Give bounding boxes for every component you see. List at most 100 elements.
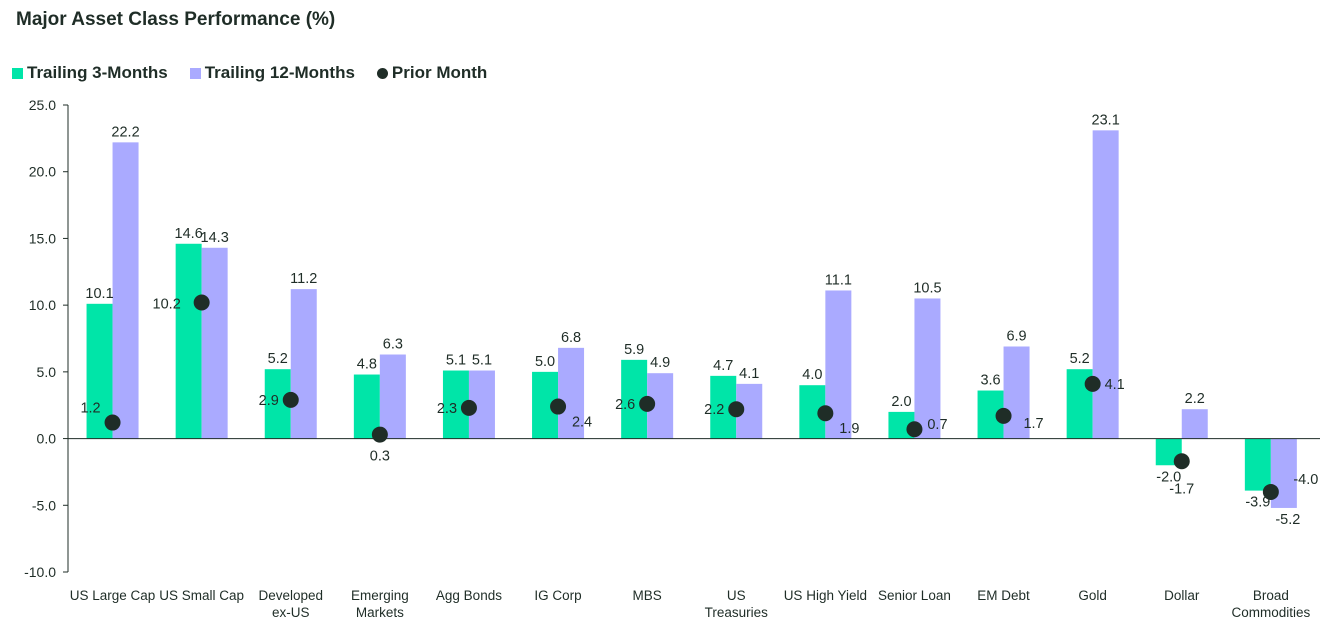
data-label-prior-month: -4.0	[1293, 472, 1318, 488]
bar-12m	[112, 142, 139, 439]
data-label-3m: 5.1	[446, 353, 466, 369]
prior-month-marker	[817, 405, 834, 422]
data-label-3m: 5.0	[535, 354, 555, 370]
y-tick-label: 10.0	[29, 297, 56, 313]
prior-month-marker	[1262, 483, 1279, 500]
category-label: Gold	[1078, 588, 1107, 603]
legend-marker-prior-month	[376, 67, 388, 79]
bar-3m	[1244, 438, 1271, 491]
data-label-3m: 4.8	[357, 357, 377, 373]
data-label-prior-month: 1.7	[1023, 416, 1043, 432]
prior-month-marker	[639, 395, 656, 412]
data-label-3m: 5.2	[268, 351, 288, 367]
data-label-prior-month: -1.7	[1169, 481, 1194, 497]
y-tick-label: 0.0	[37, 431, 57, 447]
category-label: Emerging	[351, 588, 409, 603]
category-label: Developed	[258, 588, 323, 603]
y-tick-label: -10.0	[24, 564, 56, 580]
category-label: EM Debt	[977, 588, 1030, 603]
data-label-prior-month: 0.7	[927, 417, 947, 433]
data-label-3m: -3.9	[1245, 495, 1270, 511]
category-label: Agg Bonds	[436, 588, 502, 603]
prior-month-marker	[995, 407, 1012, 424]
data-label-prior-month: 1.9	[839, 421, 859, 437]
data-label-prior-month: 2.9	[259, 393, 279, 409]
data-label-3m: 4.7	[713, 358, 733, 374]
data-label-3m: 2.0	[891, 394, 911, 410]
data-label-3m: 4.0	[802, 367, 822, 383]
data-label-12m: 11.1	[825, 272, 852, 288]
legend-swatch-3m	[12, 67, 23, 79]
data-label-12m: 14.3	[201, 230, 229, 246]
prior-month-marker	[104, 414, 121, 431]
prior-month-marker	[371, 426, 388, 443]
data-label-12m: 11.2	[290, 271, 317, 287]
category-label: US	[727, 588, 746, 603]
data-label-prior-month: 2.4	[572, 415, 592, 431]
category-label: Broad	[1253, 588, 1289, 603]
data-label-prior-month: 2.2	[704, 402, 724, 418]
prior-month-marker	[1173, 453, 1190, 470]
legend-swatch-12m	[189, 67, 201, 79]
data-label-prior-month: 2.6	[615, 397, 635, 413]
data-label-12m: 10.5	[913, 280, 941, 296]
bar-12m	[1181, 409, 1208, 439]
data-label-3m: 5.2	[1070, 351, 1090, 367]
bar-12m	[558, 347, 585, 439]
y-tick-label: -5.0	[32, 497, 56, 513]
data-label-12m: 5.1	[472, 353, 492, 369]
bar-12m	[290, 289, 317, 439]
category-label: Commodities	[1231, 605, 1310, 620]
y-tick-label: 25.0	[29, 97, 56, 113]
chart-title: Major Asset Class Performance (%)	[16, 9, 336, 30]
prior-month-marker	[550, 398, 567, 415]
prior-month-marker	[193, 294, 210, 311]
category-label: Dollar	[1164, 588, 1200, 603]
category-label: IG Corp	[534, 588, 581, 603]
legend-label-3m: Trailing 3-Months	[27, 63, 168, 82]
category-label: Treasuries	[705, 605, 769, 620]
legend-item-3m: Trailing 3-Months	[12, 63, 168, 83]
y-tick-label: 20.0	[29, 164, 56, 180]
bar-12m	[379, 354, 406, 439]
legend-item-prior-month: Prior Month	[376, 63, 487, 83]
data-label-12m: -5.2	[1275, 512, 1300, 528]
data-label-3m: 5.9	[624, 342, 644, 358]
category-label: Markets	[356, 605, 404, 620]
category-label: US Small Cap	[159, 588, 244, 603]
data-label-prior-month: 10.2	[153, 296, 181, 312]
prior-month-marker	[906, 421, 923, 438]
data-label-prior-month: 2.3	[437, 401, 457, 417]
data-label-3m: 3.6	[980, 373, 1000, 389]
data-label-3m: 10.1	[85, 286, 113, 302]
data-label-prior-month: 4.1	[1105, 377, 1125, 393]
prior-month-marker	[1084, 375, 1101, 392]
data-label-prior-month: 0.3	[370, 449, 390, 465]
category-label: MBS	[633, 588, 662, 603]
data-label-3m: 14.6	[175, 226, 203, 242]
legend-item-12m: Trailing 12-Months	[189, 63, 355, 83]
category-label: US Large Cap	[70, 588, 156, 603]
data-label-12m: 6.8	[561, 330, 581, 346]
data-label-12m: 23.1	[1092, 112, 1120, 128]
legend: Trailing 3-Months Trailing 12-Months Pri…	[12, 63, 487, 83]
bar-3m	[175, 243, 202, 439]
category-label: US High Yield	[784, 588, 867, 603]
data-label-12m: 6.9	[1006, 329, 1026, 345]
y-tick-label: 5.0	[37, 364, 57, 380]
bar-12m	[1003, 346, 1030, 439]
data-label-3m: -2.0	[1156, 469, 1181, 485]
bar-12m	[914, 298, 941, 439]
prior-month-marker	[460, 399, 477, 416]
category-label: Senior Loan	[878, 588, 951, 603]
data-label-12m: 22.2	[111, 124, 139, 140]
data-label-prior-month: 1.2	[80, 401, 100, 417]
y-tick-label: 15.0	[29, 230, 56, 246]
bar-12m	[201, 247, 228, 439]
category-label: ex-US	[272, 605, 310, 620]
data-label-12m: 4.1	[739, 366, 759, 382]
prior-month-marker	[728, 401, 745, 418]
prior-month-marker	[282, 391, 299, 408]
legend-label-12m: Trailing 12-Months	[204, 63, 355, 82]
